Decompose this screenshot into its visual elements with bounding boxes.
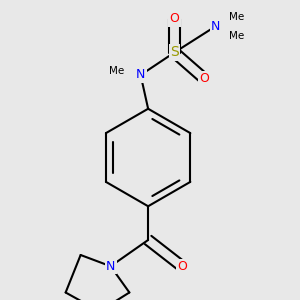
- Text: S: S: [170, 46, 179, 59]
- Text: Me: Me: [229, 12, 244, 22]
- Text: O: O: [200, 72, 209, 85]
- Text: O: O: [177, 260, 187, 273]
- Text: Me: Me: [109, 66, 124, 76]
- Text: N: N: [211, 20, 220, 33]
- Text: N: N: [106, 260, 115, 273]
- Text: N: N: [136, 68, 145, 82]
- Text: O: O: [169, 12, 179, 25]
- Text: Me: Me: [229, 31, 244, 40]
